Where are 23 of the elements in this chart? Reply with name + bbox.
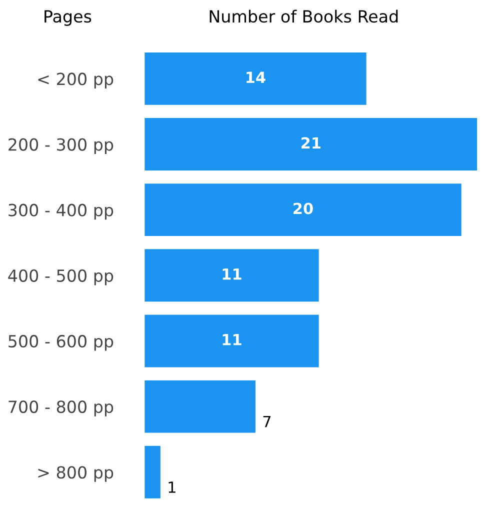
y-tick-label: 400 - 500 pp [8, 269, 114, 286]
y-tick-label: 300 - 400 pp [8, 204, 114, 220]
bar [144, 249, 319, 302]
y-tick-label: < 200 pp [38, 72, 114, 88]
data-label: 21 [301, 137, 320, 148]
y-tick-label: 700 - 800 pp [8, 400, 114, 416]
bar [144, 380, 256, 433]
bar [144, 314, 319, 368]
bar [144, 184, 462, 236]
bar [144, 52, 366, 105]
data-label: 11 [222, 334, 242, 346]
bar [144, 118, 478, 170]
data-label: 11 [222, 268, 242, 280]
data-label: 1 [168, 482, 176, 493]
y-axis-title: Pages [44, 10, 92, 26]
y-tick-label: > 800 pp [38, 466, 114, 482]
data-label: 14 [246, 72, 266, 83]
y-tick-label: 200 - 300 pp [8, 138, 114, 154]
data-label: 7 [263, 416, 271, 428]
chart-title: Number of Books Read [210, 10, 398, 23]
data-label: 20 [294, 202, 313, 214]
y-tick-label: 500 - 600 pp [8, 334, 114, 351]
bar [144, 446, 160, 498]
